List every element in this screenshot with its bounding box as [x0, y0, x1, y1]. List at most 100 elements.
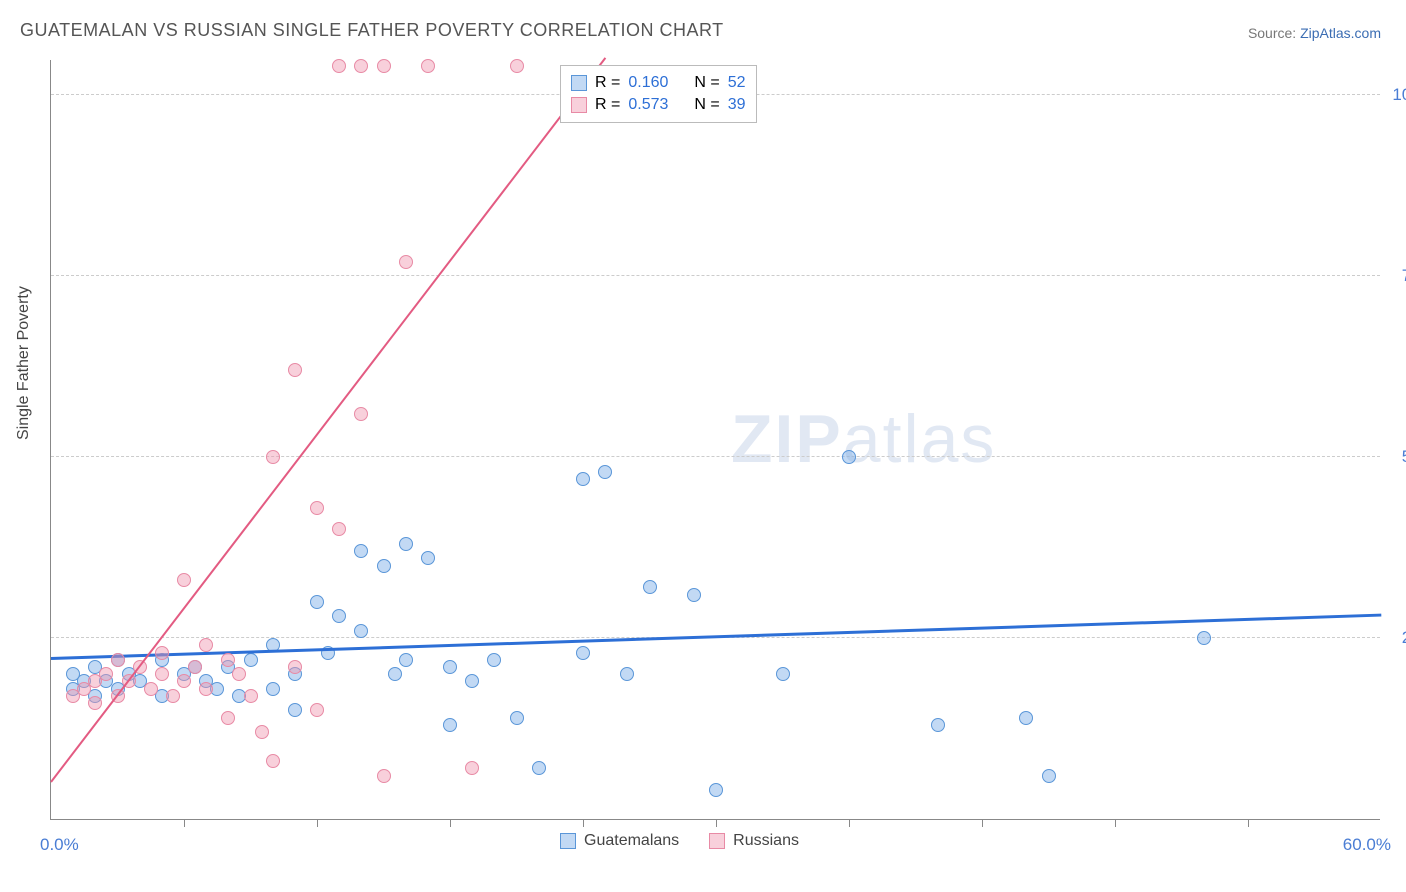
data-point — [155, 646, 169, 660]
x-axis-max-label: 60.0% — [1343, 835, 1391, 855]
data-point — [177, 573, 191, 587]
data-point — [266, 682, 280, 696]
data-point — [255, 725, 269, 739]
r-value-russians: 0.573 — [628, 96, 668, 114]
data-point — [421, 551, 435, 565]
n-label: N = — [694, 96, 719, 114]
plot-area: ZIPatlas 25.0%50.0%75.0%100.0% — [50, 60, 1380, 820]
x-tick — [317, 819, 318, 827]
stats-row: R = 0.573 N = 39 — [571, 94, 746, 116]
legend-swatch-pink — [709, 833, 725, 849]
x-tick — [982, 819, 983, 827]
legend-label: Russians — [733, 832, 799, 850]
x-tick — [184, 819, 185, 827]
x-tick — [450, 819, 451, 827]
data-point — [354, 544, 368, 558]
data-point — [620, 667, 634, 681]
data-point — [377, 59, 391, 73]
stats-swatch-pink — [571, 97, 587, 113]
data-point — [332, 59, 346, 73]
y-tick-label: 75.0% — [1402, 266, 1406, 286]
r-label: R = — [595, 74, 620, 92]
data-point — [465, 761, 479, 775]
data-point — [931, 718, 945, 732]
data-point — [288, 363, 302, 377]
legend-item-russians: Russians — [709, 832, 799, 850]
x-tick — [716, 819, 717, 827]
legend-item-guatemalans: Guatemalans — [560, 832, 679, 850]
data-point — [576, 472, 590, 486]
y-tick-label: 100.0% — [1392, 85, 1406, 105]
data-point — [166, 689, 180, 703]
stats-box: R = 0.160 N = 52 R = 0.573 N = 39 — [560, 65, 757, 123]
gridline — [51, 275, 1380, 276]
x-tick — [849, 819, 850, 827]
data-point — [244, 689, 258, 703]
data-point — [687, 588, 701, 602]
data-point — [288, 660, 302, 674]
data-point — [487, 653, 501, 667]
legend-swatch-blue — [560, 833, 576, 849]
data-point — [266, 754, 280, 768]
chart-title: GUATEMALAN VS RUSSIAN SINGLE FATHER POVE… — [20, 20, 724, 41]
watermark: ZIPatlas — [731, 400, 996, 478]
n-label: N = — [694, 74, 719, 92]
data-point — [155, 667, 169, 681]
data-point — [221, 653, 235, 667]
data-point — [643, 580, 657, 594]
data-point — [842, 450, 856, 464]
data-point — [399, 537, 413, 551]
data-point — [199, 638, 213, 652]
data-point — [310, 501, 324, 515]
data-point — [576, 646, 590, 660]
data-point — [177, 674, 191, 688]
data-point — [232, 667, 246, 681]
n-value-guatemalans: 52 — [728, 74, 746, 92]
stats-swatch-blue — [571, 75, 587, 91]
data-point — [354, 624, 368, 638]
x-tick — [583, 819, 584, 827]
y-axis-label: Single Father Poverty — [15, 286, 33, 440]
data-point — [221, 711, 235, 725]
data-point — [332, 522, 346, 536]
legend: Guatemalans Russians — [560, 832, 799, 850]
data-point — [144, 682, 158, 696]
data-point — [99, 667, 113, 681]
data-point — [88, 696, 102, 710]
chart-container: GUATEMALAN VS RUSSIAN SINGLE FATHER POVE… — [0, 0, 1406, 892]
data-point — [310, 595, 324, 609]
r-label: R = — [595, 96, 620, 114]
data-point — [111, 653, 125, 667]
regression-line — [50, 57, 606, 782]
x-tick — [1115, 819, 1116, 827]
y-tick-label: 50.0% — [1402, 447, 1406, 467]
data-point — [443, 718, 457, 732]
data-point — [1042, 769, 1056, 783]
stats-row: R = 0.160 N = 52 — [571, 72, 746, 94]
data-point — [354, 407, 368, 421]
source-label: Source: — [1248, 25, 1296, 41]
watermark-light: atlas — [843, 401, 997, 477]
x-axis-min-label: 0.0% — [40, 835, 79, 855]
data-point — [354, 59, 368, 73]
source-attribution: Source: ZipAtlas.com — [1248, 25, 1381, 41]
n-value-russians: 39 — [728, 96, 746, 114]
data-point — [1019, 711, 1033, 725]
source-link[interactable]: ZipAtlas.com — [1300, 25, 1381, 41]
r-value-guatemalans: 0.160 — [628, 74, 668, 92]
data-point — [188, 660, 202, 674]
data-point — [532, 761, 546, 775]
data-point — [598, 465, 612, 479]
data-point — [709, 783, 723, 797]
legend-label: Guatemalans — [584, 832, 679, 850]
data-point — [1197, 631, 1211, 645]
data-point — [310, 703, 324, 717]
data-point — [443, 660, 457, 674]
data-point — [288, 703, 302, 717]
data-point — [199, 682, 213, 696]
data-point — [510, 59, 524, 73]
watermark-bold: ZIP — [731, 401, 843, 477]
data-point — [399, 653, 413, 667]
data-point — [388, 667, 402, 681]
data-point — [244, 653, 258, 667]
